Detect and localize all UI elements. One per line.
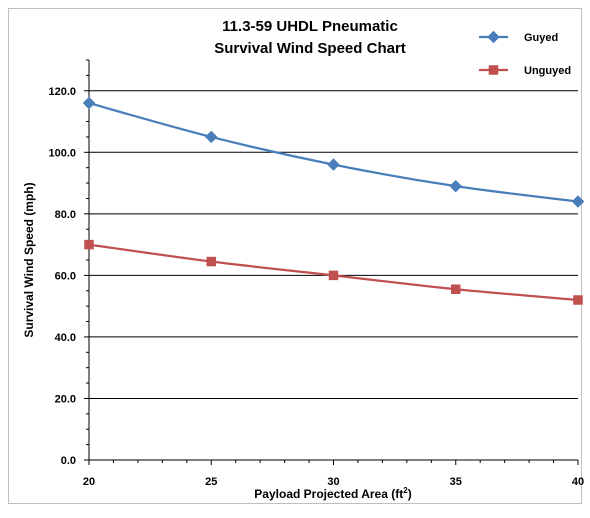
unguyed-data-point — [206, 256, 216, 267]
x-axis-label-sup: 2 — [403, 486, 408, 495]
chart-outer-border — [8, 8, 582, 504]
y-tick-label: 60.0 — [55, 270, 76, 282]
y-axis-label: Survival Wind Speed (mph) — [22, 182, 36, 337]
guyed-data-point — [571, 195, 585, 208]
y-tick-label: 0.0 — [61, 455, 76, 467]
x-axis-label: Payload Projected Area (ft2) — [254, 486, 411, 501]
unguyed-legend-marker — [488, 65, 499, 75]
x-tick-label: 35 — [450, 476, 462, 488]
unguyed-data-point — [328, 270, 339, 281]
x-tick-label: 40 — [572, 476, 584, 488]
guyed-data-point — [449, 179, 463, 193]
y-tick-label: 20.0 — [55, 393, 76, 405]
unguyed-data-point — [451, 284, 461, 294]
guyed-data-point — [204, 130, 218, 144]
guyed-legend-label: Guyed — [524, 32, 558, 44]
x-axis-label-suffix: ) — [408, 487, 412, 501]
y-tick-label: 80.0 — [55, 209, 76, 221]
x-tick-label: 25 — [205, 476, 217, 488]
guyed-data-point — [327, 158, 340, 171]
y-tick-label: 120.0 — [48, 86, 76, 98]
guyed-data-point — [82, 96, 96, 110]
x-tick-label: 30 — [327, 476, 339, 488]
series — [82, 96, 585, 305]
unguyed-data-point — [84, 239, 94, 250]
chart-title-line-2: Survival Wind Speed Chart — [214, 40, 406, 57]
legend: Guyed Unguyed — [479, 30, 571, 77]
ticks: 0.0 20.0 40.0 60.0 80.0 100.0 120.0 20 25 30 35 40 — [48, 59, 584, 488]
unguyed-legend-label: Unguyed — [524, 65, 571, 77]
guyed-legend-marker — [487, 30, 500, 44]
y-tick-label: 40.0 — [55, 332, 76, 344]
x-tick-label: 20 — [83, 476, 95, 488]
unguyed-data-point — [573, 295, 583, 305]
chart-title-line-1: 11.3-59 UHDL Pneumatic — [222, 18, 398, 35]
y-tick-label: 100.0 — [48, 147, 76, 159]
x-axis-label-text: Payload Projected Area (ft — [254, 487, 403, 501]
